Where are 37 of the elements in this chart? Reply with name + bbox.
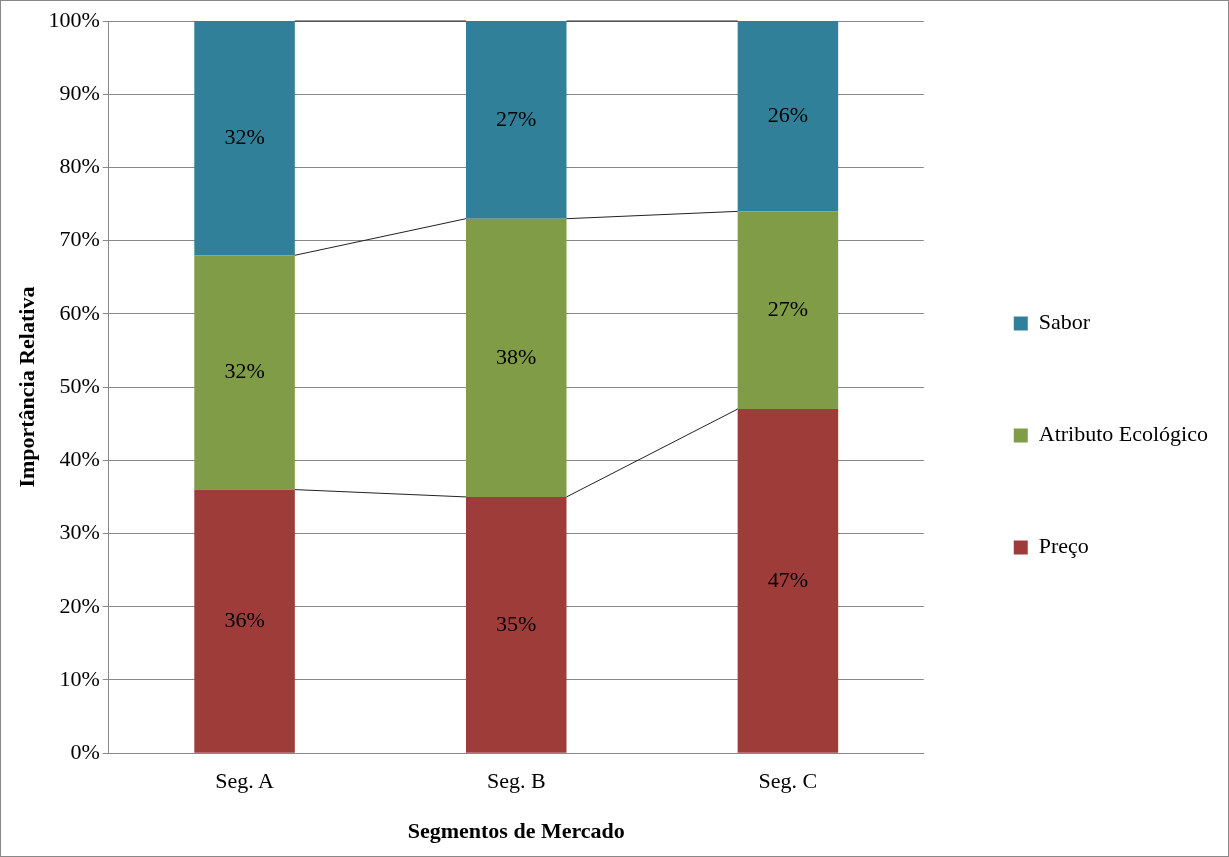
bar — [465, 21, 567, 219]
y-tick-label: 80% — [59, 153, 100, 179]
y-tick-label: 90% — [59, 80, 100, 105]
bar — [737, 409, 839, 753]
bar — [194, 255, 295, 490]
y-tick-label: 30% — [59, 519, 100, 545]
data-label: 35% — [496, 610, 537, 636]
y-tick-label: 60% — [59, 299, 100, 325]
y-tick-label: 100% — [48, 6, 100, 32]
x-tick-label: Seg. C — [758, 768, 818, 794]
y-tick-label: 40% — [59, 446, 100, 472]
y-tick-label: 20% — [59, 592, 100, 618]
data-label: 32% — [224, 123, 265, 149]
x-tick-label: Seg. A — [215, 768, 275, 794]
data-label: 26% — [767, 101, 809, 127]
legend-label: Preço — [1038, 533, 1089, 559]
bar — [737, 21, 839, 212]
bar — [737, 211, 839, 410]
x-axis-title: Segmentos de Mercado — [407, 818, 625, 844]
x-tick-label: Seg. B — [486, 768, 546, 794]
bar — [465, 218, 567, 497]
y-tick-label: 0% — [70, 738, 100, 764]
data-label: 47% — [767, 566, 809, 592]
data-label: 36% — [224, 606, 265, 632]
bar — [194, 489, 295, 753]
data-label: 38% — [496, 343, 537, 369]
data-label: 27% — [496, 105, 537, 131]
y-tick-label: 50% — [59, 372, 100, 398]
legend-label: Sabor — [1038, 309, 1091, 335]
y-tick-label: 70% — [59, 226, 100, 252]
data-label: 32% — [224, 358, 265, 384]
y-tick-label: 10% — [59, 665, 100, 691]
y-axis-title: Importância Relativa — [13, 286, 39, 488]
legend-label: Atributo Ecológico — [1038, 421, 1209, 447]
data-label: 27% — [767, 296, 809, 321]
bar — [194, 21, 295, 256]
bar — [465, 496, 567, 753]
